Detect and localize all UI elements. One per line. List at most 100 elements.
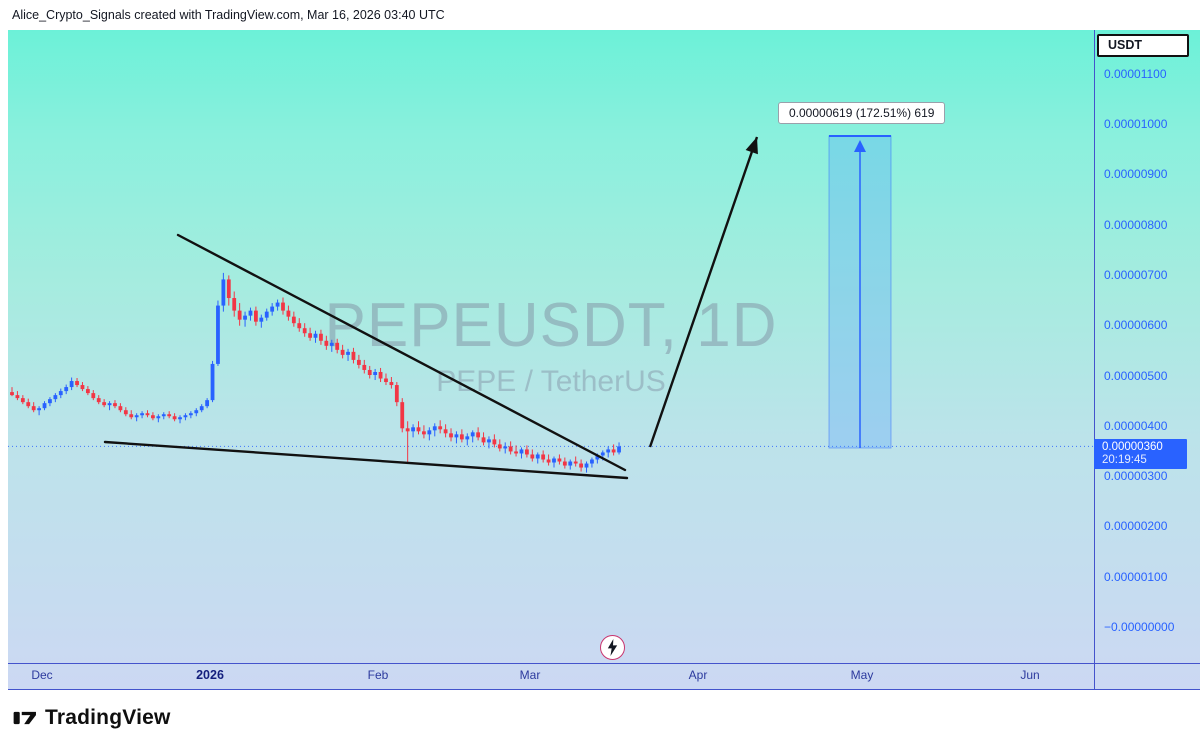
candle-body xyxy=(562,461,567,466)
candle-body xyxy=(508,446,513,452)
candle-body xyxy=(75,381,79,386)
price-tick: 0.00000900 xyxy=(1104,167,1168,182)
candle-body xyxy=(525,449,529,455)
candle-body xyxy=(313,333,318,338)
candle-body xyxy=(552,458,556,463)
price-axis[interactable]: USDT 0.00001100 0.00001000 0.00000900 0.000… xyxy=(1094,30,1200,663)
wedge-upper-trendline xyxy=(176,233,627,472)
candle-body xyxy=(248,310,253,316)
last-price-badge: 0.00000360 20:19:45 xyxy=(1094,439,1187,469)
candle-body xyxy=(503,446,508,449)
candle-body xyxy=(573,461,578,464)
last-price-value: 0.00000360 xyxy=(1102,441,1163,453)
candle-body xyxy=(557,458,562,462)
price-range-label[interactable]: 0.00000619 (172.51%) 619 xyxy=(778,102,946,124)
candle-body xyxy=(606,449,611,453)
footer-bar: TradingView xyxy=(0,690,1200,747)
candle-countdown: 20:19:45 xyxy=(1102,454,1147,466)
candle-body xyxy=(183,415,188,418)
candle-body xyxy=(405,428,410,432)
candle-body xyxy=(10,392,14,396)
price-tick: 0.00000300 xyxy=(1104,469,1168,484)
time-axis[interactable]: Dec 2026 Feb Mar Apr May Jun xyxy=(8,664,1200,690)
candle-body xyxy=(422,431,426,435)
candle-body xyxy=(324,340,329,346)
price-tick: 0.00001100 xyxy=(1104,66,1167,81)
tradingview-logo-link[interactable]: TradingView xyxy=(12,704,171,732)
candle-body xyxy=(487,439,491,443)
candle-body xyxy=(617,446,621,453)
candle-body xyxy=(541,454,546,460)
time-tick: Dec xyxy=(31,668,53,682)
projection-arrow-shaft xyxy=(648,136,759,448)
price-tick: −0.00000000 xyxy=(1104,620,1175,634)
candle-body xyxy=(107,403,112,406)
candle-body xyxy=(443,429,448,434)
candle-body xyxy=(378,371,383,379)
chart-area[interactable]: PEPEUSDT, 1D PEPE / TetherUS 0.00000619 … xyxy=(8,30,1200,690)
candle-body xyxy=(281,302,285,311)
candle-body xyxy=(400,402,405,429)
candle-body xyxy=(85,389,90,394)
candle-body xyxy=(297,323,302,329)
attribution-text: Alice_Crypto_Signals created with Tradin… xyxy=(12,8,445,22)
candle-body xyxy=(492,439,497,445)
candle-body xyxy=(243,315,247,320)
candle-body xyxy=(411,427,415,432)
lightning-icon xyxy=(607,639,618,656)
candle-body xyxy=(340,349,345,355)
candle-body xyxy=(302,328,307,334)
candle-body xyxy=(199,406,204,411)
price-tick: 0.00000500 xyxy=(1104,368,1168,383)
candle-body xyxy=(389,382,394,386)
candle-body xyxy=(69,381,74,388)
price-tick: 0.00000400 xyxy=(1104,418,1168,433)
time-tick: 2026 xyxy=(196,668,224,682)
candle-body xyxy=(600,452,605,456)
candle-body xyxy=(416,427,421,432)
candle-body xyxy=(264,311,269,318)
price-tick: 0.00001000 xyxy=(1104,117,1168,131)
candle-body xyxy=(308,333,312,338)
boost-button[interactable] xyxy=(600,635,625,660)
candle-body xyxy=(291,316,296,324)
candle-body xyxy=(53,395,58,400)
price-tick: 0.00000600 xyxy=(1104,318,1168,333)
time-tick: Feb xyxy=(367,668,389,682)
candle-body xyxy=(167,414,172,417)
candle-body xyxy=(102,402,107,406)
candle-body xyxy=(232,298,237,311)
candle-body xyxy=(205,400,210,407)
candle-body xyxy=(546,459,551,463)
candle-body xyxy=(514,451,518,454)
candle-body xyxy=(80,385,85,390)
candle-body xyxy=(151,415,155,419)
candle-body xyxy=(31,406,36,411)
candle-body xyxy=(362,364,367,370)
time-axis-separator xyxy=(8,663,1200,664)
price-tick: 0.00000700 xyxy=(1104,267,1168,282)
currency-toggle-button[interactable]: USDT xyxy=(1097,34,1189,57)
candle-body xyxy=(384,378,388,383)
candle-body xyxy=(194,410,199,414)
candle-body xyxy=(129,414,134,418)
candle-body xyxy=(449,433,453,438)
candle-body xyxy=(254,310,258,322)
price-tick: 0.00000200 xyxy=(1104,519,1168,534)
candle-body xyxy=(156,416,161,419)
candle-body xyxy=(210,363,215,401)
chart-canvas[interactable] xyxy=(8,30,1094,663)
candle-body xyxy=(145,413,150,416)
candle-body xyxy=(590,459,594,464)
candle-body xyxy=(58,391,63,396)
candle-body xyxy=(221,279,226,306)
candle-body xyxy=(64,387,69,392)
candle-body xyxy=(579,463,583,468)
candle-body xyxy=(161,414,166,417)
candle-body xyxy=(351,351,356,360)
candle-body xyxy=(91,393,96,399)
candle-body xyxy=(178,417,182,420)
candle-body xyxy=(140,413,144,416)
candle-body xyxy=(530,454,535,459)
